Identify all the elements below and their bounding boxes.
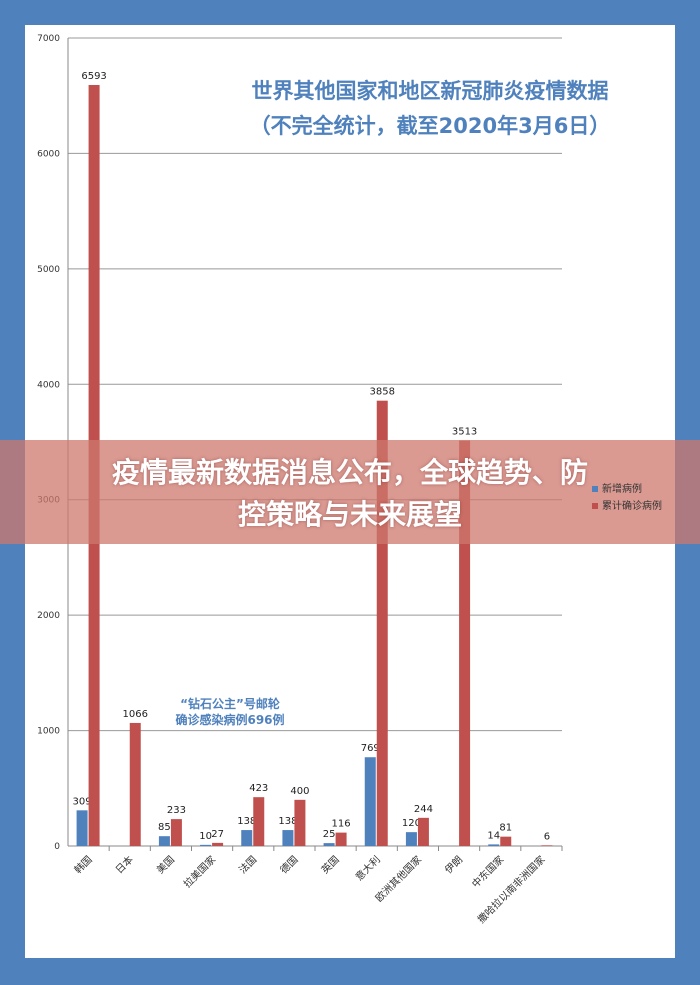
x-tick-label: 韩国 [71,853,94,876]
x-tick-label: 伊朗 [443,854,466,877]
legend-item-new: 新增病例 [592,480,642,495]
y-tick-label: 4000 [37,380,60,390]
legend-label: 新增病例 [602,484,642,495]
data-label: 138 [237,816,256,827]
bar-total [253,797,265,846]
bar-total [417,817,429,846]
bar-total [129,722,141,846]
y-tick-label: 5000 [37,265,60,275]
bar-total [212,842,224,846]
data-label: 120 [402,818,421,829]
data-label: 1066 [123,709,148,720]
data-label: 400 [290,786,309,797]
headline-banner [0,440,700,544]
legend-swatch [592,503,598,509]
x-tick-label: 拉美国家 [181,853,218,890]
data-label: 138 [278,816,297,827]
x-tick-label: 日本 [113,853,136,876]
data-label: 85 [158,822,171,833]
annotation-line1: “钻石公主”号邮轮 [180,697,280,711]
y-tick-label: 1000 [37,727,60,737]
data-label: 244 [414,804,433,815]
bar-total [376,400,388,846]
y-tick-label: 7000 [37,34,60,44]
x-tick-label: 美国 [154,853,177,876]
chart-title: 世界其他国家和地区新冠肺炎疫情数据 [251,79,609,103]
headline-line2: 控策略与未来展望 [237,498,462,531]
bar-new [76,810,88,846]
bar-new [323,843,335,846]
bar-total [500,836,512,846]
data-label: 3513 [452,426,477,437]
x-tick-label: 德国 [277,853,300,876]
bar-total [335,832,347,846]
bar-total [294,799,306,846]
legend-label: 累计确诊病例 [602,501,662,512]
bar-new [200,844,212,846]
headline-line1: 疫情最新数据消息公布，全球趋势、防 [111,456,588,489]
y-tick-label: 2000 [37,611,60,621]
bar-total [459,440,471,846]
data-label: 423 [249,783,268,794]
data-label: 233 [167,805,186,816]
data-label: 25 [323,829,336,840]
bar-new [364,757,376,846]
x-tick-label: 意大利 [352,853,382,883]
bar-total [541,845,553,846]
bar-total [170,819,182,846]
headline: 疫情最新数据消息公布，全球趋势、防 控策略与未来展望 [50,452,650,536]
data-label: 10 [199,831,212,842]
bar-new [241,830,253,846]
bar-new [488,844,500,846]
x-tick-label: 中东国家 [469,853,506,890]
data-label: 14 [487,830,500,841]
bar-new [158,836,170,846]
y-tick-label: 0 [54,842,60,852]
data-label: 6 [544,831,550,842]
x-tick-label: 撒哈拉以南非洲国家 [475,853,548,926]
bar-new [405,832,417,846]
data-label: 81 [499,823,512,834]
legend-item-total: 累计确诊病例 [592,497,662,512]
bar-new [282,830,294,846]
x-tick-label: 英国 [318,853,341,876]
data-label: 3858 [370,387,395,398]
data-label: 116 [332,819,351,830]
y-tick-label: 6000 [37,149,60,159]
legend-swatch [592,486,598,492]
annotation-line2: 确诊感染病例696例 [175,713,285,727]
data-label: 27 [211,829,224,840]
chart-subtitle: （不完全统计，截至2020年3月6日） [249,114,611,138]
data-label: 769 [361,743,380,754]
x-tick-label: 法国 [236,853,259,876]
data-label: 309 [73,796,92,807]
data-label: 6593 [81,71,106,82]
